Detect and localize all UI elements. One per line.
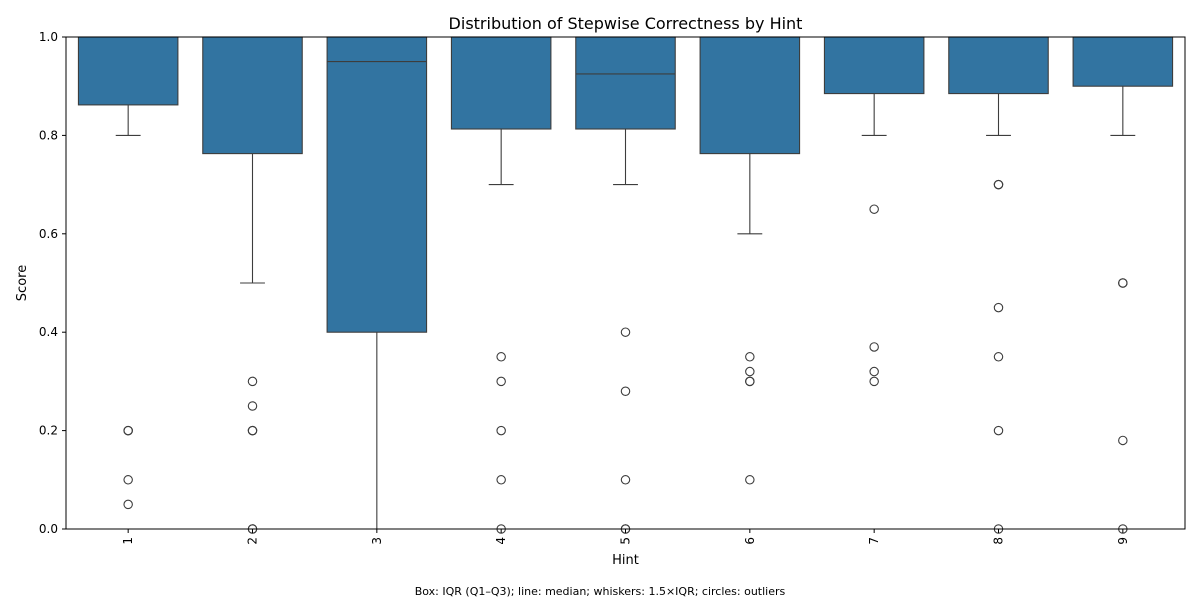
outlier-point (1118, 278, 1128, 288)
outlier-point (745, 376, 755, 387)
outlier-point (620, 327, 631, 337)
outlier-point (869, 366, 879, 377)
box-group-hint-2 (202, 36, 303, 284)
x-axis: 1 2 3 4 5 6 7 8 9 (121, 529, 1130, 545)
box-group-hint-5 (575, 36, 676, 186)
iqr-box (450, 36, 552, 130)
outliers-layer (123, 179, 1128, 534)
box-group-hint-1 (77, 36, 179, 136)
box-group-hint-4 (450, 36, 552, 186)
y-tick-label: 0.6 (39, 227, 58, 241)
y-tick-label: 0.2 (39, 424, 58, 438)
x-tick-label: 1 (121, 537, 135, 545)
box-group-hint-3 (326, 36, 428, 530)
x-tick-label: 2 (246, 537, 260, 545)
x-tick-label: 6 (743, 537, 757, 545)
outlier-point (123, 425, 133, 436)
outlier-point (745, 475, 755, 485)
outlier-point (123, 475, 133, 485)
chart-title: Distribution of Stepwise Correctness by … (449, 14, 803, 33)
outlier-point (993, 352, 1004, 362)
iqr-box (202, 36, 303, 155)
outlier-point (1118, 435, 1128, 446)
outlier-point (993, 425, 1004, 436)
y-tick-label: 0.8 (39, 128, 58, 142)
y-axis-label: Score (15, 265, 30, 301)
x-tick-label: 7 (867, 537, 881, 545)
boxes-layer (77, 36, 1174, 530)
iqr-box (326, 36, 428, 333)
y-tick-label: 0.0 (39, 522, 58, 536)
box-group-hint-7 (823, 36, 925, 136)
x-tick-label: 9 (1116, 537, 1130, 545)
x-tick-label: 4 (494, 537, 508, 545)
y-tick-label: 1.0 (39, 30, 58, 44)
iqr-box (77, 36, 179, 106)
outlier-point (745, 366, 755, 377)
chart-caption: Box: IQR (Q1–Q3); line: median; whiskers… (415, 585, 786, 598)
outlier-point (247, 425, 258, 436)
outlier-point (745, 352, 755, 362)
outlier-point (247, 401, 258, 411)
box-group-hint-6 (699, 36, 801, 235)
outlier-point (869, 342, 879, 352)
x-tick-label: 5 (619, 537, 633, 545)
y-axis: 0.0 0.2 0.4 0.6 0.8 1.0 (39, 30, 66, 536)
outlier-point (869, 376, 879, 387)
outlier-point (496, 376, 506, 387)
outlier-point (247, 376, 258, 387)
x-axis-label: Hint (612, 553, 639, 568)
outlier-point (123, 499, 133, 510)
iqr-box (699, 36, 801, 155)
outlier-point (869, 204, 879, 214)
box-group-hint-8 (948, 36, 1049, 136)
box-group-hint-9 (1072, 36, 1174, 136)
x-tick-label: 3 (370, 537, 384, 545)
x-tick-label: 8 (992, 537, 1006, 545)
outlier-point (620, 475, 631, 485)
iqr-box (1072, 36, 1174, 87)
iqr-box (823, 36, 925, 95)
outlier-point (993, 302, 1004, 313)
outlier-point (496, 352, 506, 362)
iqr-box (948, 36, 1049, 95)
outlier-point (993, 179, 1004, 190)
iqr-box (575, 36, 676, 130)
y-tick-label: 0.4 (39, 325, 58, 339)
outlier-point (496, 475, 506, 485)
outlier-point (620, 386, 631, 396)
outlier-point (496, 425, 506, 436)
